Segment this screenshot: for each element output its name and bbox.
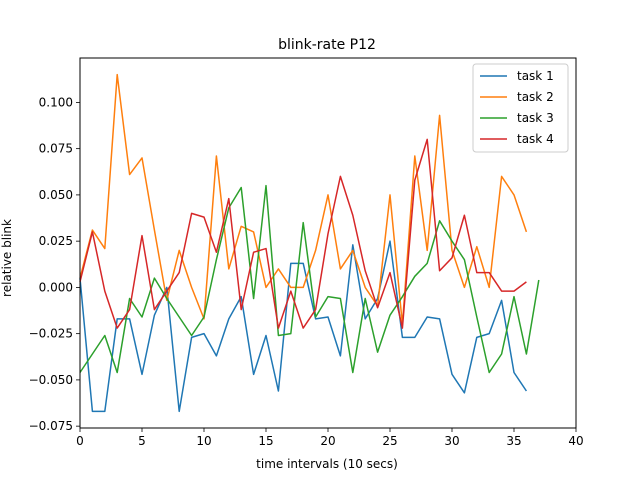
x-axis: 0 5 10 15 20 25 30 35 40 xyxy=(76,428,584,448)
x-tick-label: 5 xyxy=(138,434,146,448)
y-tick-label: 0.100 xyxy=(39,95,73,109)
y-tick-label: 0.075 xyxy=(39,142,73,156)
y-axis: −0.075 −0.050 −0.025 0.000 0.025 0.050 0.075 0.… xyxy=(29,95,80,433)
y-axis-label: relative blink xyxy=(0,219,14,297)
x-tick-label: 35 xyxy=(506,434,521,448)
x-tick-label: 25 xyxy=(382,434,397,448)
series-line-task-3 xyxy=(79,184,540,374)
legend-label-task-4: task 4 xyxy=(517,132,554,146)
series-line-task-1 xyxy=(79,240,528,413)
x-axis-label: time intervals (10 secs) xyxy=(256,457,398,471)
y-tick-label: 0.000 xyxy=(39,280,73,294)
legend-label-task-2: task 2 xyxy=(517,90,554,104)
series-line-task-4 xyxy=(79,138,527,329)
x-tick-label: 40 xyxy=(568,434,583,448)
y-tick-label: −0.025 xyxy=(29,327,73,341)
legend-label-task-3: task 3 xyxy=(517,111,554,125)
series-line-task-2 xyxy=(79,73,528,326)
y-tick-label: 0.050 xyxy=(39,188,73,202)
y-tick-label: 0.025 xyxy=(39,234,73,248)
chart-title: blink-rate P12 xyxy=(278,37,376,53)
x-tick-label: 30 xyxy=(444,434,459,448)
x-tick-label: 20 xyxy=(320,434,335,448)
x-tick-label: 15 xyxy=(258,434,273,448)
legend-box xyxy=(472,63,569,153)
x-tick-label: 10 xyxy=(196,434,211,448)
series-layer xyxy=(79,73,540,413)
x-tick-label: 0 xyxy=(76,434,84,448)
legend-label-task-1: task 1 xyxy=(517,69,554,83)
y-tick-label: −0.075 xyxy=(29,419,73,433)
legend: task 1 task 2 task 3 task 4 xyxy=(472,63,569,153)
y-tick-label: −0.050 xyxy=(29,373,73,387)
